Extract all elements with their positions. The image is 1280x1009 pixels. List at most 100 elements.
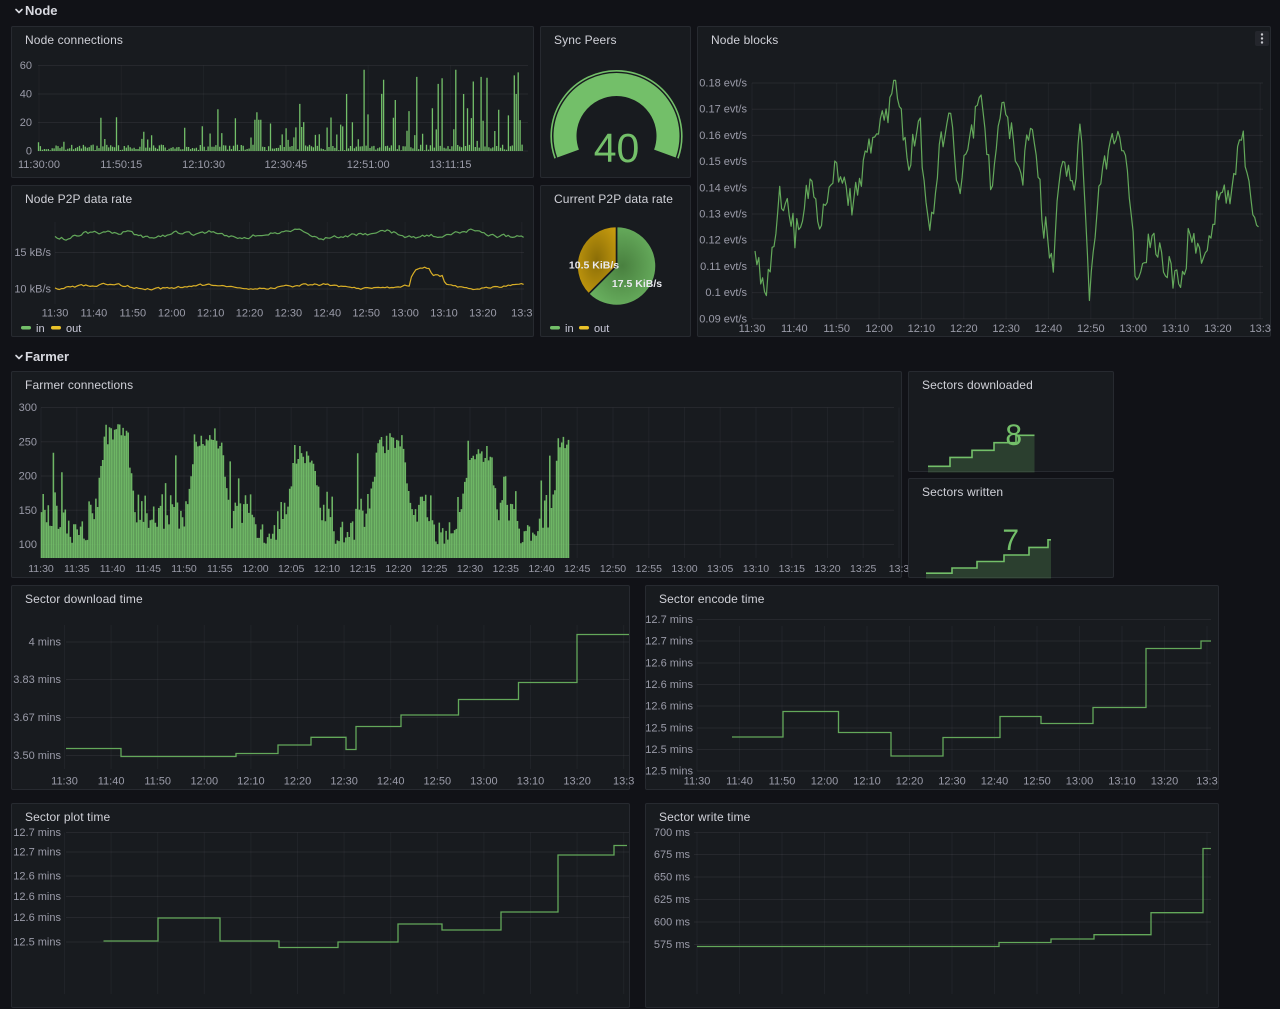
svg-text:13:10: 13:10	[430, 308, 458, 320]
svg-text:11:50:15: 11:50:15	[100, 159, 142, 171]
svg-text:11:50: 11:50	[119, 308, 146, 320]
svg-text:250: 250	[19, 436, 37, 448]
svg-text:11:40: 11:40	[726, 776, 753, 788]
svg-text:12.7 mins: 12.7 mins	[645, 636, 693, 648]
svg-text:13:3: 13:3	[1249, 323, 1270, 335]
svg-text:625 ms: 625 ms	[654, 894, 691, 906]
svg-text:12:00: 12:00	[191, 776, 219, 788]
svg-text:0: 0	[26, 146, 32, 158]
svg-text:0.1 evt/s: 0.1 evt/s	[705, 287, 747, 299]
svg-text:12:30: 12:30	[275, 308, 303, 320]
svg-text:12:50: 12:50	[600, 563, 626, 575]
svg-text:13:00: 13:00	[391, 308, 419, 320]
svg-text:300: 300	[19, 402, 37, 414]
svg-text:12:00: 12:00	[865, 323, 893, 335]
svg-text:12.6 mins: 12.6 mins	[13, 891, 61, 903]
svg-text:12:00: 12:00	[811, 776, 839, 788]
svg-text:12:20: 12:20	[236, 308, 264, 320]
svg-text:12.7 mins: 12.7 mins	[13, 827, 61, 839]
svg-text:12.5 mins: 12.5 mins	[645, 723, 693, 735]
svg-text:11:50: 11:50	[144, 776, 171, 788]
svg-text:17.5 KiB/s: 17.5 KiB/s	[612, 278, 662, 290]
svg-text:12.6 mins: 12.6 mins	[645, 701, 693, 713]
svg-text:12:30: 12:30	[938, 776, 966, 788]
svg-text:12:10: 12:10	[314, 563, 340, 575]
svg-text:out: out	[66, 323, 81, 335]
svg-text:10 kB/s: 10 kB/s	[14, 284, 51, 296]
svg-text:3.83 mins: 3.83 mins	[13, 674, 61, 686]
svg-text:12:10: 12:10	[237, 776, 265, 788]
svg-text:12:20: 12:20	[385, 563, 411, 575]
svg-text:12:25: 12:25	[421, 563, 447, 575]
svg-text:13:10: 13:10	[1162, 323, 1190, 335]
svg-text:0.14 evt/s: 0.14 evt/s	[699, 182, 747, 194]
svg-text:0.15 evt/s: 0.15 evt/s	[699, 156, 747, 168]
svg-text:13:20: 13:20	[563, 776, 591, 788]
svg-text:13:11:15: 13:11:15	[429, 159, 471, 171]
svg-text:0.09 evt/s: 0.09 evt/s	[699, 313, 747, 325]
svg-text:12:00: 12:00	[158, 308, 186, 320]
svg-text:600 ms: 600 ms	[654, 917, 691, 929]
svg-text:8: 8	[1005, 419, 1022, 452]
svg-text:12:45: 12:45	[564, 563, 590, 575]
svg-text:11:40: 11:40	[98, 776, 125, 788]
svg-text:12.5 mins: 12.5 mins	[645, 744, 693, 756]
svg-text:675 ms: 675 ms	[654, 849, 691, 861]
svg-text:13:20: 13:20	[469, 308, 497, 320]
svg-text:15 kB/s: 15 kB/s	[14, 247, 51, 259]
svg-text:3.67 mins: 3.67 mins	[13, 712, 61, 724]
svg-text:0.11 evt/s: 0.11 evt/s	[700, 261, 747, 273]
svg-text:13:3: 13:3	[511, 308, 532, 320]
svg-text:13:3: 13:3	[1196, 776, 1217, 788]
svg-text:11:50: 11:50	[769, 776, 796, 788]
svg-text:650 ms: 650 ms	[654, 872, 691, 884]
svg-text:13:00: 13:00	[671, 563, 697, 575]
svg-text:12:55: 12:55	[636, 563, 662, 575]
svg-text:12:10: 12:10	[197, 308, 225, 320]
svg-text:100: 100	[19, 539, 37, 551]
svg-text:3.50 mins: 3.50 mins	[13, 750, 61, 762]
svg-text:12:50: 12:50	[424, 776, 452, 788]
svg-text:13:25: 13:25	[850, 563, 876, 575]
svg-text:40: 40	[20, 89, 32, 101]
svg-text:11:55: 11:55	[207, 563, 233, 575]
svg-text:11:30: 11:30	[684, 776, 711, 788]
svg-text:12:35: 12:35	[493, 563, 519, 575]
svg-text:12:50: 12:50	[1077, 323, 1105, 335]
svg-text:11:40: 11:40	[100, 563, 126, 575]
svg-text:700 ms: 700 ms	[654, 827, 691, 839]
svg-text:575 ms: 575 ms	[654, 939, 691, 951]
svg-text:in: in	[36, 323, 45, 335]
svg-text:13:10: 13:10	[743, 563, 769, 575]
svg-text:200: 200	[19, 471, 37, 483]
svg-text:12:50: 12:50	[352, 308, 380, 320]
svg-text:11:30: 11:30	[28, 563, 54, 575]
svg-text:11:35: 11:35	[64, 563, 90, 575]
svg-text:13:05: 13:05	[707, 563, 733, 575]
svg-text:12:20: 12:20	[950, 323, 978, 335]
svg-text:12.5 mins: 12.5 mins	[13, 937, 61, 949]
svg-text:12:10:30: 12:10:30	[182, 159, 225, 171]
svg-text:12:20: 12:20	[284, 776, 312, 788]
svg-text:12:30: 12:30	[330, 776, 358, 788]
svg-text:12:30: 12:30	[992, 323, 1020, 335]
svg-text:13:20: 13:20	[1151, 776, 1179, 788]
svg-text:12.6 mins: 12.6 mins	[645, 679, 693, 691]
svg-text:12:40: 12:40	[528, 563, 554, 575]
svg-text:12.6 mins: 12.6 mins	[13, 912, 61, 924]
svg-text:13:10: 13:10	[517, 776, 545, 788]
svg-text:11:30:00: 11:30:00	[18, 159, 60, 171]
svg-text:13:20: 13:20	[814, 563, 840, 575]
svg-text:12:50: 12:50	[1023, 776, 1051, 788]
svg-text:13:00: 13:00	[1119, 323, 1147, 335]
svg-text:12:10: 12:10	[908, 323, 936, 335]
svg-text:13:20: 13:20	[1204, 323, 1232, 335]
svg-text:12.7 mins: 12.7 mins	[645, 614, 693, 626]
svg-text:13:3: 13:3	[889, 563, 910, 575]
svg-text:out: out	[594, 323, 609, 335]
svg-text:11:45: 11:45	[135, 563, 161, 575]
svg-text:12:30: 12:30	[457, 563, 483, 575]
svg-text:12:40: 12:40	[1035, 323, 1063, 335]
svg-text:12:40: 12:40	[981, 776, 1009, 788]
svg-text:0.13 evt/s: 0.13 evt/s	[699, 209, 747, 221]
